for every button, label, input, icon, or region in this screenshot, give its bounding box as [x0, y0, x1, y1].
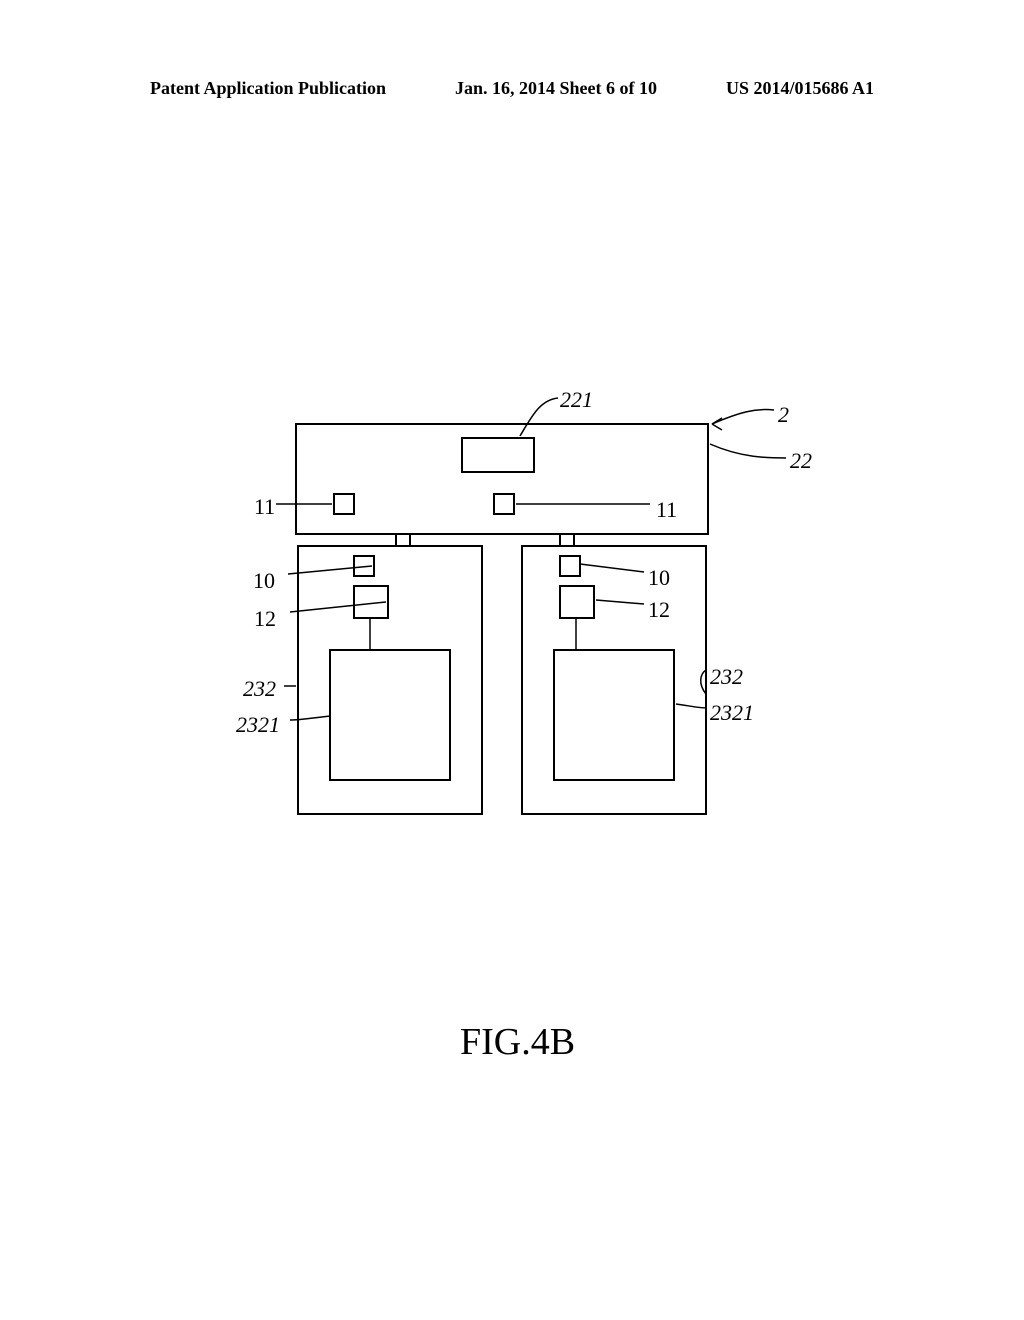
leader-6 [290, 602, 386, 612]
ref-label-2321-12: 2321 [710, 700, 754, 726]
leader-8 [596, 600, 644, 604]
leader-10 [290, 716, 330, 720]
box-22-upper [296, 424, 708, 534]
ref-label-22-2: 22 [790, 448, 812, 474]
box-11-right [494, 494, 514, 514]
box-10-right [560, 556, 580, 576]
diagram-svg [0, 0, 1024, 1320]
box-2321-left [330, 650, 450, 780]
leader-0 [520, 398, 558, 436]
ref-label-11-3: 11 [254, 494, 275, 520]
ref-label-2321-10: 2321 [236, 712, 280, 738]
box-232-left [298, 546, 482, 814]
box-232-right [522, 546, 706, 814]
figure-caption: FIG.4B [460, 1020, 575, 1064]
ref-label-221-0: 221 [560, 387, 593, 413]
ref-label-12-8: 12 [648, 597, 670, 623]
figure-4b: 221 222 11 11 10 12 10 12 232 2321 232 2321 FIG.4B [0, 0, 1024, 1320]
leader-5 [288, 566, 372, 574]
ref-label-10-5: 10 [253, 568, 275, 594]
page-root: Patent Application Publication Jan. 16, … [0, 0, 1024, 1320]
neck-right [560, 534, 574, 546]
box-221 [462, 438, 534, 472]
leader-2 [710, 444, 786, 458]
box-12-right [560, 586, 594, 618]
ref-label-232-9: 232 [243, 676, 276, 702]
ref-label-232-11: 232 [710, 664, 743, 690]
ref-label-12-6: 12 [254, 606, 276, 632]
ref-label-10-7: 10 [648, 565, 670, 591]
box-11-left [334, 494, 354, 514]
leader-12 [676, 704, 706, 708]
leader-7 [580, 564, 644, 572]
leader-1 [712, 410, 774, 424]
ref-label-11-4: 11 [656, 497, 677, 523]
box-2321-right [554, 650, 674, 780]
neck-left [396, 534, 410, 546]
ref-label-2-1: 2 [778, 402, 789, 428]
